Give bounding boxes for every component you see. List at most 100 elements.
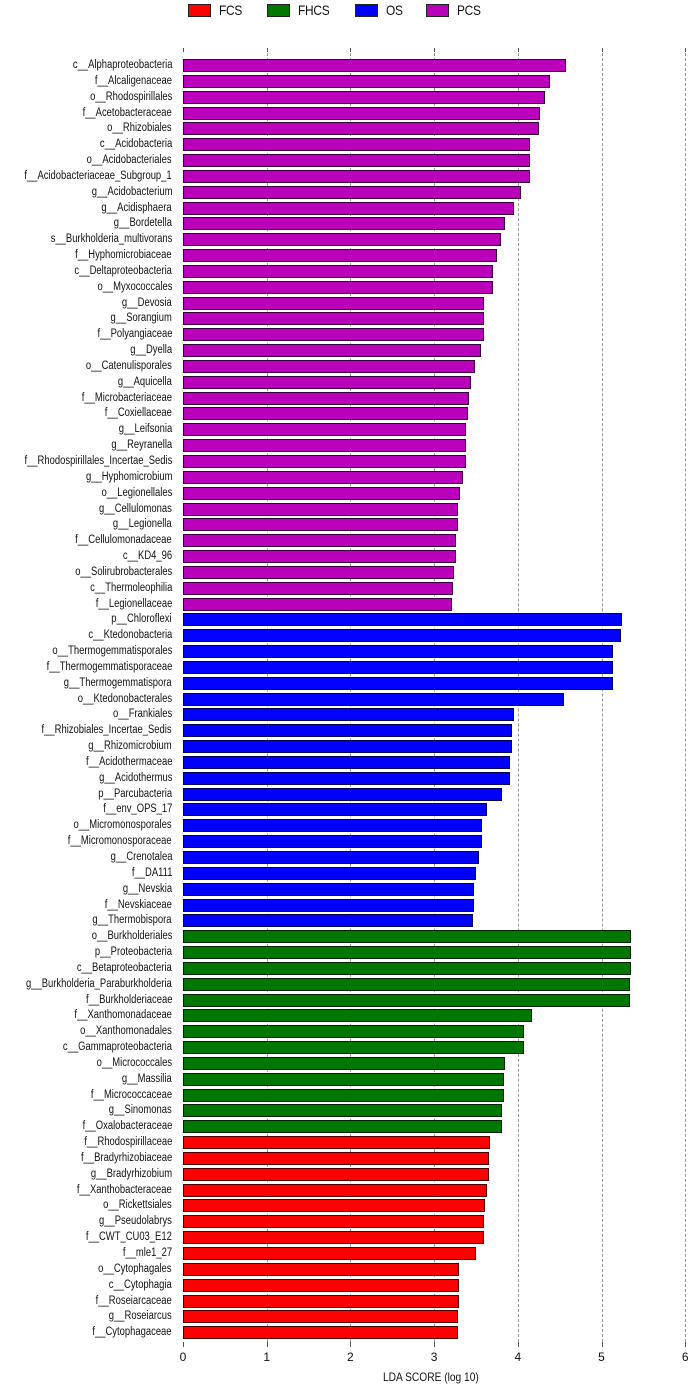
- bar-label: o__Rhizobiales: [107, 122, 172, 135]
- bar-fhcs: [183, 1009, 533, 1023]
- bar-pcs: [183, 328, 485, 342]
- bar-pcs: [183, 455, 466, 468]
- bar-label: c__KD4_96: [122, 550, 172, 563]
- bar-row: f__Microbacteriaceae: [0, 391, 690, 406]
- bar-row: c__Acidobacteria: [0, 137, 690, 152]
- bar-label: f__Bradyrhizobiaceae: [80, 1151, 172, 1164]
- bar-pcs: [183, 470, 464, 484]
- bar-pcs: [183, 169, 531, 183]
- bar-label: f__DA111: [131, 866, 172, 879]
- legend-item-os: OS: [355, 2, 406, 18]
- bar-row: f__env_OPS_17: [0, 802, 690, 817]
- bar-pcs: [183, 486, 461, 500]
- bar-pcs: [183, 375, 471, 389]
- bar-label: o__Micrococcales: [96, 1056, 172, 1069]
- bar-label: f__Acetobacteraceae: [82, 106, 172, 119]
- bar-pcs: [183, 534, 456, 548]
- bar-row: g__Acidobacterium: [0, 185, 690, 200]
- bar-label: f__Hyphomicrobiaceae: [75, 249, 172, 262]
- bar-row: f__Nevskiaceae: [0, 898, 690, 913]
- bar-os: [183, 835, 482, 849]
- bar-label: g__Burkholderia_Paraburkholderia: [26, 977, 172, 990]
- bar-fhcs: [183, 961, 631, 975]
- bar-label: f__CWT_CU03_E12: [86, 1231, 172, 1244]
- bar-label: o__Xanthomonadales: [80, 1025, 172, 1038]
- bar-label: g__Reyranella: [111, 439, 172, 452]
- bar-label: g__Massilia: [122, 1072, 172, 1085]
- bar-row: o__Frankiales: [0, 707, 690, 722]
- bar-label: g__Aquicella: [117, 375, 172, 388]
- bar-fcs: [183, 1262, 460, 1276]
- bar-label: f__Oxalobacteraceae: [82, 1120, 172, 1133]
- bar-row: f__Micromonosporaceae: [0, 834, 690, 849]
- legend-label: FCS: [219, 2, 243, 18]
- tick-mark: [183, 1342, 184, 1347]
- bar-label: c__Cytophagia: [109, 1278, 172, 1291]
- bar-fhcs: [183, 930, 631, 944]
- bar-row: f__DA111: [0, 866, 690, 881]
- bar-row: c__Deltaproteobacteria: [0, 264, 690, 279]
- bar-row: o__Legionellales: [0, 486, 690, 501]
- bar-label: c__Deltaproteobacteria: [74, 264, 172, 277]
- bar-fhcs: [183, 1041, 525, 1055]
- bar-fhcs: [183, 1104, 502, 1118]
- bar-pcs: [183, 90, 545, 104]
- bar-row: f__Polyangiaceae: [0, 327, 690, 342]
- bar-pcs: [183, 502, 459, 516]
- bar-label: o__Acidobacteriales: [87, 154, 172, 167]
- bar-pcs: [183, 122, 539, 136]
- bar-row: f__Xanthobacteraceae: [0, 1183, 690, 1198]
- bar-os: [183, 660, 614, 674]
- bar-row: o__Burkholderiales: [0, 929, 690, 944]
- bar-row: g__Acidothermus: [0, 771, 690, 786]
- legend-swatch: [426, 3, 449, 17]
- tick-mark: [266, 1342, 268, 1347]
- bar-row: g__Cellulomonas: [0, 502, 690, 517]
- bar-label: f__Cytophagaceae: [92, 1326, 172, 1339]
- bar-row: f__Acetobacteraceae: [0, 106, 690, 121]
- bar-label: g__Acidisphaera: [101, 201, 172, 214]
- bar-row: g__Thermogemmatispora: [0, 676, 690, 691]
- bar-label: c__Alphaproteobacteria: [72, 59, 172, 71]
- bar-row: o__Micromonosporales: [0, 818, 690, 833]
- bar-os: [183, 914, 473, 928]
- bar-row: o__Rickettsiales: [0, 1198, 690, 1213]
- legend: FCS FHCS OS PCS: [0, 0, 690, 20]
- bar-row: f__Xanthomonadaceae: [0, 1008, 690, 1023]
- bar-label: o__Micromonosporales: [73, 819, 172, 832]
- bar-row: g__Rhizomicrobium: [0, 739, 690, 754]
- bar-row: o__Thermogemmatisporales: [0, 644, 690, 659]
- bar-os: [183, 787, 502, 801]
- bar-row: c__Cytophagia: [0, 1278, 690, 1293]
- bar-fhcs: [183, 1120, 502, 1134]
- bar-pcs: [183, 597, 452, 611]
- bar-os: [183, 645, 614, 659]
- bar-fcs: [183, 1136, 491, 1150]
- bar-fcs: [183, 1231, 485, 1245]
- tick-mark: [266, 48, 268, 52]
- bar-row: g__Pseudolabrys: [0, 1214, 690, 1229]
- bar-label: g__Cellulomonas: [99, 502, 172, 515]
- x-tick-label: 5: [598, 1350, 605, 1364]
- bar-row: f__Roseiarcaceae: [0, 1294, 690, 1309]
- bar-row: g__Hyphomicrobium: [0, 470, 690, 485]
- bar-pcs: [183, 391, 470, 405]
- bar-row: f__Thermogemmatisporaceae: [0, 660, 690, 675]
- bar-os: [183, 898, 475, 912]
- bar-row: g__Bradyrhizobium: [0, 1167, 690, 1182]
- bar-fhcs: [183, 1072, 505, 1086]
- legend-item-fcs: FCS: [188, 2, 246, 18]
- bar-row: g__Legionella: [0, 517, 690, 532]
- bar-row: o__Ktedonobacterales: [0, 692, 690, 707]
- bar-pcs: [183, 518, 458, 532]
- bar-label: g__Dyella: [130, 344, 172, 357]
- bar-label: o__Myxococcales: [97, 280, 172, 293]
- bar-row: f__Coxiellaceae: [0, 406, 690, 421]
- bar-os: [183, 819, 482, 833]
- bar-pcs: [183, 154, 531, 168]
- bar-label: g__Nevskia: [122, 882, 172, 895]
- bar-label: c__Acidobacteria: [99, 138, 172, 151]
- bar-label: g__Bradyrhizobium: [90, 1167, 172, 1180]
- bar-row: f__Hyphomicrobiaceae: [0, 248, 690, 263]
